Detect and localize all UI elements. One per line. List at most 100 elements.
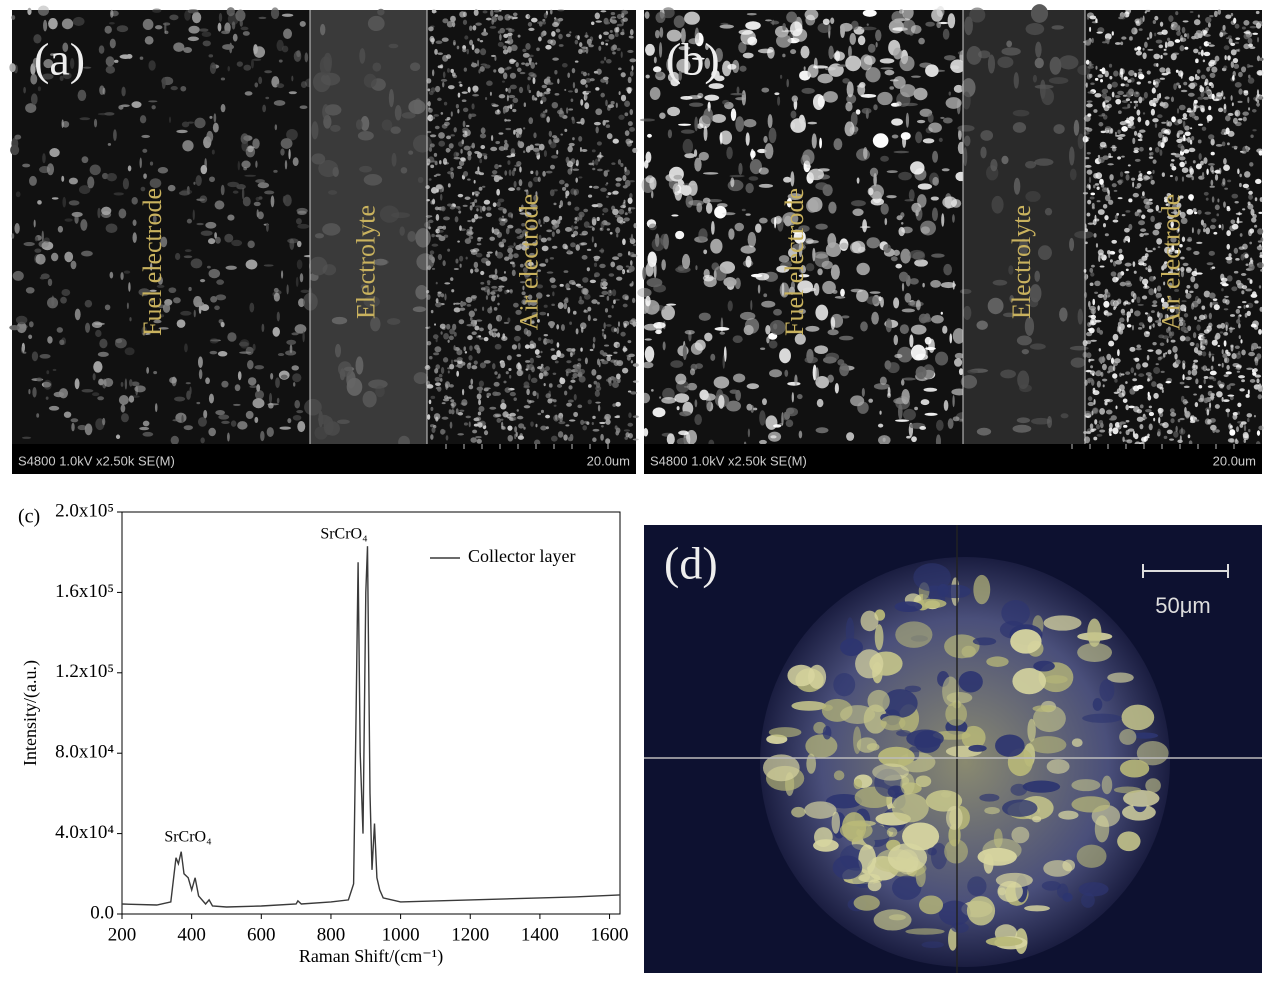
grain [448,335,454,341]
grain [1181,117,1188,120]
grain [1134,47,1138,51]
grain [1200,160,1204,166]
grain [169,14,179,21]
grain [490,134,494,142]
grain [1189,342,1195,347]
grain [187,121,194,124]
grain [543,150,548,157]
grain [534,349,540,355]
grain [1257,21,1263,27]
grain [449,328,455,335]
grain [514,228,522,234]
grain [522,267,528,273]
grain [603,170,608,177]
grain [1222,178,1226,186]
grain [579,42,583,48]
grain [1170,211,1178,214]
grain [468,235,474,240]
grain [196,222,204,226]
grain [755,223,762,233]
grain [791,392,794,403]
grain [605,39,610,42]
grain [1089,196,1095,200]
grain [1129,346,1136,352]
grain [908,189,915,201]
grain [523,405,531,409]
grain [823,91,838,103]
deposit [840,638,863,657]
grain [828,45,834,60]
grain [612,190,619,195]
grain [1180,326,1187,332]
grain [645,151,652,163]
grain [468,421,471,428]
grain [574,88,579,94]
grain [1157,428,1161,435]
grain [462,11,467,18]
grain [533,176,540,183]
grain [1231,223,1239,230]
grain [1148,198,1153,202]
grain [549,189,555,197]
grain [196,401,201,405]
grain [726,400,742,412]
grain [527,76,531,81]
grain [151,105,156,110]
grain [1163,435,1168,440]
grain [528,117,534,125]
grain [1195,58,1199,64]
grain [283,28,292,40]
grain [627,49,634,53]
grain [878,435,891,446]
grain [549,339,554,345]
grain [455,104,459,109]
grain [474,268,479,273]
grain [1165,352,1168,355]
grain [573,393,577,401]
grain [446,117,451,121]
grain [1143,437,1147,442]
grain [118,395,129,405]
grain [654,29,660,39]
grain [610,100,615,105]
grain [430,164,435,169]
grain [805,238,814,245]
grain [514,426,518,433]
grain [1101,187,1109,193]
deposit [892,875,922,900]
grain [568,108,574,111]
grain [51,252,59,262]
grain [445,147,451,153]
texture [311,153,326,165]
grain [505,127,512,131]
deposit [995,734,1025,757]
grain [817,22,832,33]
grain [734,222,745,232]
grain [518,86,524,94]
grain [437,52,443,56]
grain [295,276,299,288]
grain [441,37,449,42]
grain [1181,137,1188,142]
grain [855,109,861,115]
grain [580,117,585,125]
grain [1242,208,1246,211]
grain [1097,249,1104,256]
grain [570,98,574,103]
grain [1257,346,1262,349]
grain [453,345,456,350]
grain [622,175,627,182]
grain [504,118,507,122]
grain [74,214,79,224]
grain [541,245,549,252]
grain [530,204,538,208]
grain [254,82,259,88]
grain [505,87,508,92]
grain [581,287,588,295]
grain [470,145,475,148]
grain [491,295,496,302]
grain [509,59,517,63]
grain [252,343,256,351]
grain [1146,201,1153,205]
deposit [1001,600,1030,626]
